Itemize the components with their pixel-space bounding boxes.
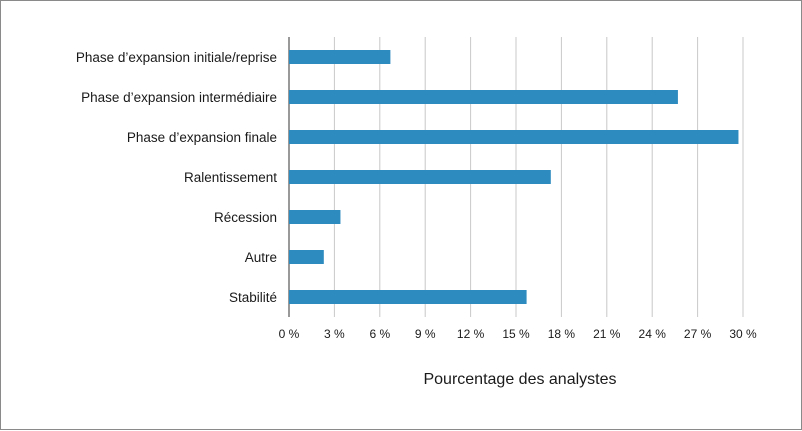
bar-4: [289, 210, 341, 224]
bar-3: [289, 170, 551, 184]
category-label-2: Phase d’expansion finale: [127, 130, 277, 145]
bar-6: [289, 290, 527, 304]
category-label-1: Phase d’expansion intermédiaire: [81, 90, 277, 105]
x-tick-label-1: 3 %: [324, 327, 345, 341]
x-tick-label-8: 24 %: [639, 327, 667, 341]
x-tick-label-2: 6 %: [369, 327, 390, 341]
x-tick-label-5: 15 %: [502, 327, 530, 341]
x-tick-label-4: 12 %: [457, 327, 485, 341]
x-tick-label-6: 18 %: [548, 327, 576, 341]
bar-1: [289, 90, 678, 104]
bar-5: [289, 250, 324, 264]
category-label-3: Ralentissement: [184, 170, 277, 185]
category-label-0: Phase d’expansion initiale/reprise: [76, 50, 277, 65]
bar-0: [289, 50, 391, 64]
x-tick-label-0: 0 %: [279, 327, 300, 341]
category-label-5: Autre: [245, 250, 277, 265]
x-tick-label-9: 27 %: [684, 327, 712, 341]
x-tick-label-3: 9 %: [415, 327, 436, 341]
x-tick-label-7: 21 %: [593, 327, 621, 341]
category-label-6: Stabilité: [229, 290, 277, 305]
category-label-4: Récession: [214, 210, 277, 225]
x-axis-title: Pourcentage des analystes: [423, 371, 616, 388]
bar-2: [289, 130, 739, 144]
x-tick-label-10: 30 %: [729, 327, 757, 341]
